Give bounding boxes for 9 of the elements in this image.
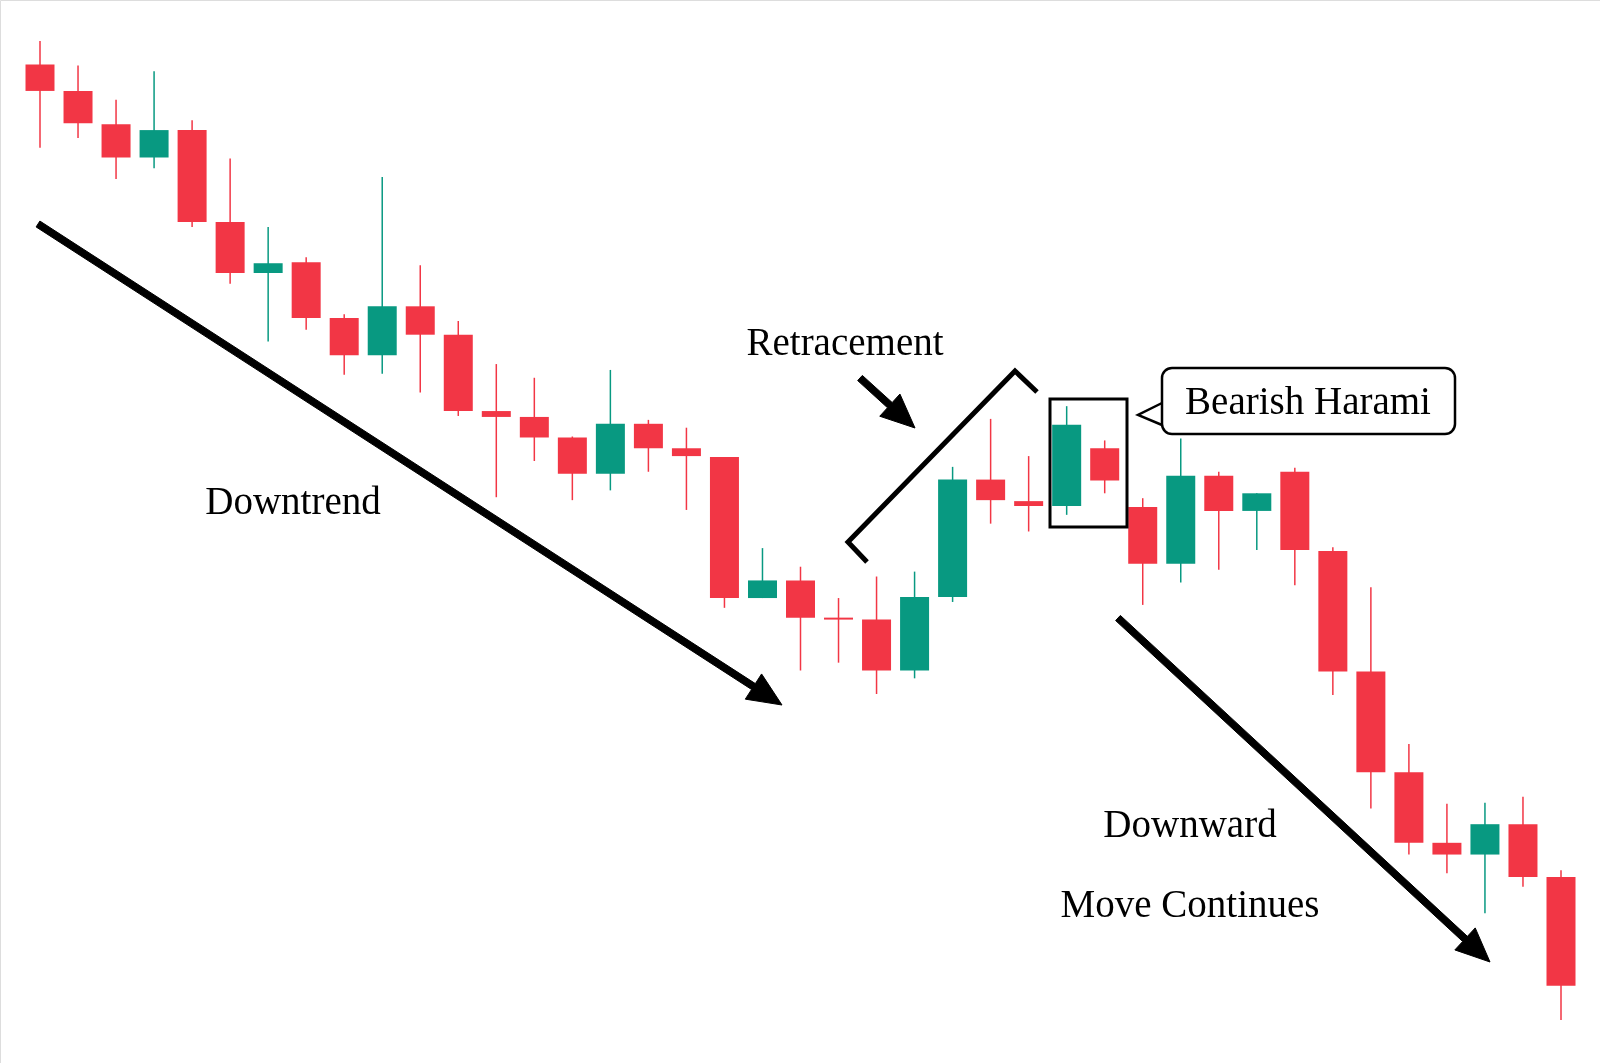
candlestick	[253, 226, 283, 343]
candlestick	[481, 363, 511, 498]
candlestick	[824, 597, 854, 664]
annotation: Downward	[1103, 802, 1278, 845]
candlestick	[1014, 455, 1044, 533]
annotation: Downtrend	[205, 479, 382, 522]
annotation: Move Continues	[1060, 882, 1320, 925]
annotation: Retracement	[746, 320, 944, 363]
candlestick	[671, 426, 701, 511]
